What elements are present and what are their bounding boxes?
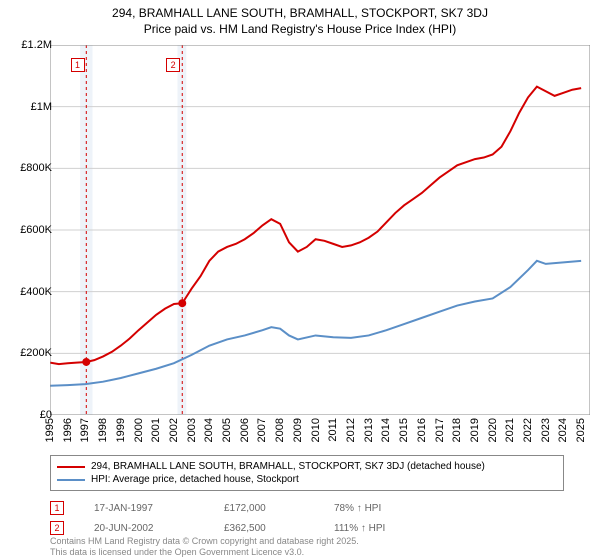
footer-line1: Contains HM Land Registry data © Crown c…	[50, 536, 359, 547]
xtick-label: 1995	[44, 418, 56, 442]
legend-row-2: HPI: Average price, detached house, Stoc…	[57, 473, 557, 486]
xtick-label: 2021	[504, 418, 516, 442]
legend-row-1: 294, BRAMHALL LANE SOUTH, BRAMHALL, STOC…	[57, 460, 557, 473]
marker-row: 2 20-JUN-2002 £362,500 111% ↑ HPI	[50, 518, 434, 538]
marker-table: 1 17-JAN-1997 £172,000 78% ↑ HPI 2 20-JU…	[50, 498, 434, 538]
plot-svg	[50, 45, 590, 415]
marker-date: 20-JUN-2002	[94, 523, 194, 534]
xtick-label: 2001	[150, 418, 162, 442]
xtick-label: 2018	[451, 418, 463, 442]
legend-label-1: 294, BRAMHALL LANE SOUTH, BRAMHALL, STOC…	[91, 461, 485, 472]
xtick-label: 2016	[416, 418, 428, 442]
xtick-label: 2005	[221, 418, 233, 442]
footer: Contains HM Land Registry data © Crown c…	[50, 536, 359, 558]
ytick-label: £1M	[31, 101, 52, 113]
xtick-label: 1997	[79, 418, 91, 442]
ytick-label: £800K	[20, 162, 52, 174]
xtick-label: 2024	[557, 418, 569, 442]
footer-line2: This data is licensed under the Open Gov…	[50, 547, 359, 558]
xtick-label: 2008	[274, 418, 286, 442]
marker-price: £172,000	[224, 503, 304, 514]
legend: 294, BRAMHALL LANE SOUTH, BRAMHALL, STOC…	[50, 455, 564, 491]
marker-pct: 78% ↑ HPI	[334, 503, 434, 514]
chart-title-line1: 294, BRAMHALL LANE SOUTH, BRAMHALL, STOC…	[0, 6, 600, 20]
marker-pct: 111% ↑ HPI	[334, 523, 434, 534]
xtick-label: 1996	[62, 418, 74, 442]
legend-swatch-2	[57, 479, 85, 481]
ytick-label: £400K	[20, 286, 52, 298]
ytick-label: £1.2M	[21, 39, 52, 51]
chart-marker: 2	[166, 58, 180, 72]
ytick-label: £200K	[20, 347, 52, 359]
xtick-label: 2019	[469, 418, 481, 442]
xtick-label: 2013	[363, 418, 375, 442]
marker-price: £362,500	[224, 523, 304, 534]
xtick-label: 1998	[97, 418, 109, 442]
xtick-label: 2025	[575, 418, 587, 442]
marker-num: 1	[50, 501, 64, 515]
xtick-label: 2002	[168, 418, 180, 442]
xtick-label: 2003	[186, 418, 198, 442]
xtick-label: 2023	[540, 418, 552, 442]
xtick-label: 2011	[327, 418, 339, 442]
xtick-label: 2020	[487, 418, 499, 442]
marker-row: 1 17-JAN-1997 £172,000 78% ↑ HPI	[50, 498, 434, 518]
xtick-label: 2010	[310, 418, 322, 442]
xtick-label: 1999	[115, 418, 127, 442]
xtick-label: 2014	[380, 418, 392, 442]
ytick-label: £600K	[20, 224, 52, 236]
marker-num: 2	[50, 521, 64, 535]
marker-date: 17-JAN-1997	[94, 503, 194, 514]
xtick-label: 2012	[345, 418, 357, 442]
xtick-label: 2022	[522, 418, 534, 442]
xtick-label: 2009	[292, 418, 304, 442]
chart-title-line2: Price paid vs. HM Land Registry's House …	[0, 22, 600, 36]
xtick-label: 2007	[256, 418, 268, 442]
chart-marker: 1	[71, 58, 85, 72]
chart-container: 294, BRAMHALL LANE SOUTH, BRAMHALL, STOC…	[0, 0, 600, 560]
xtick-label: 2006	[239, 418, 251, 442]
legend-label-2: HPI: Average price, detached house, Stoc…	[91, 474, 299, 485]
legend-swatch-1	[57, 466, 85, 468]
xtick-label: 2000	[133, 418, 145, 442]
xtick-label: 2015	[398, 418, 410, 442]
plot-area	[50, 45, 590, 415]
xtick-label: 2017	[434, 418, 446, 442]
xtick-label: 2004	[203, 418, 215, 442]
